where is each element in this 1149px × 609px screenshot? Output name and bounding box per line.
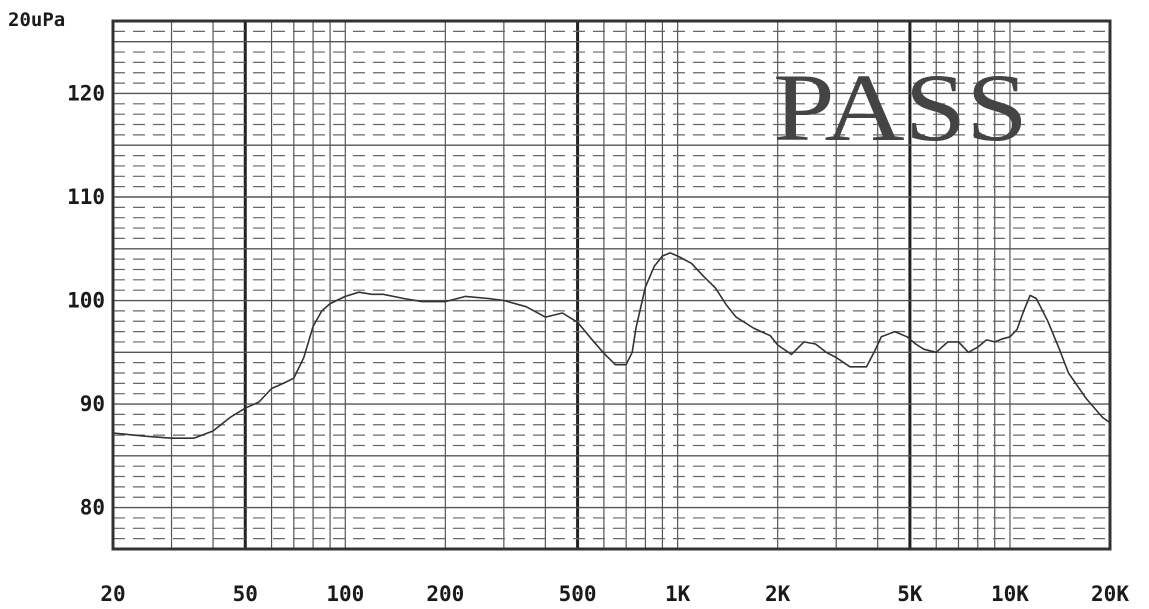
x-tick-label: 20K — [1091, 582, 1129, 606]
x-tick-label: 1K — [665, 582, 691, 606]
x-tick-label: 500 — [559, 582, 597, 606]
response-curve — [112, 252, 1111, 439]
x-tick-label: 10K — [991, 582, 1029, 606]
y-tick-labels: 80 90 100 110 120 — [67, 81, 105, 519]
x-tick-label: 5K — [897, 582, 923, 606]
plot-grid — [113, 21, 1110, 549]
plot-frame — [111, 19, 1112, 551]
y-tick-label: 90 — [80, 392, 105, 416]
x-tick-label: 200 — [426, 582, 464, 606]
x-tick-label: 100 — [326, 582, 364, 606]
x-tick-label: 50 — [233, 582, 258, 606]
y-unit-label: 20uPa — [8, 9, 65, 31]
x-tick-labels: 20 50 100 200 500 1K 2K 5K 10K 20K — [100, 582, 1129, 606]
pass-stamp: PASS — [773, 54, 1028, 161]
y-tick-label: 120 — [67, 81, 105, 105]
y-tick-label: 100 — [67, 289, 105, 313]
y-tick-label: 110 — [67, 185, 105, 209]
x-tick-label: 2K — [765, 582, 791, 606]
y-tick-label: 80 — [80, 496, 105, 520]
x-tick-label: 20 — [100, 582, 125, 606]
